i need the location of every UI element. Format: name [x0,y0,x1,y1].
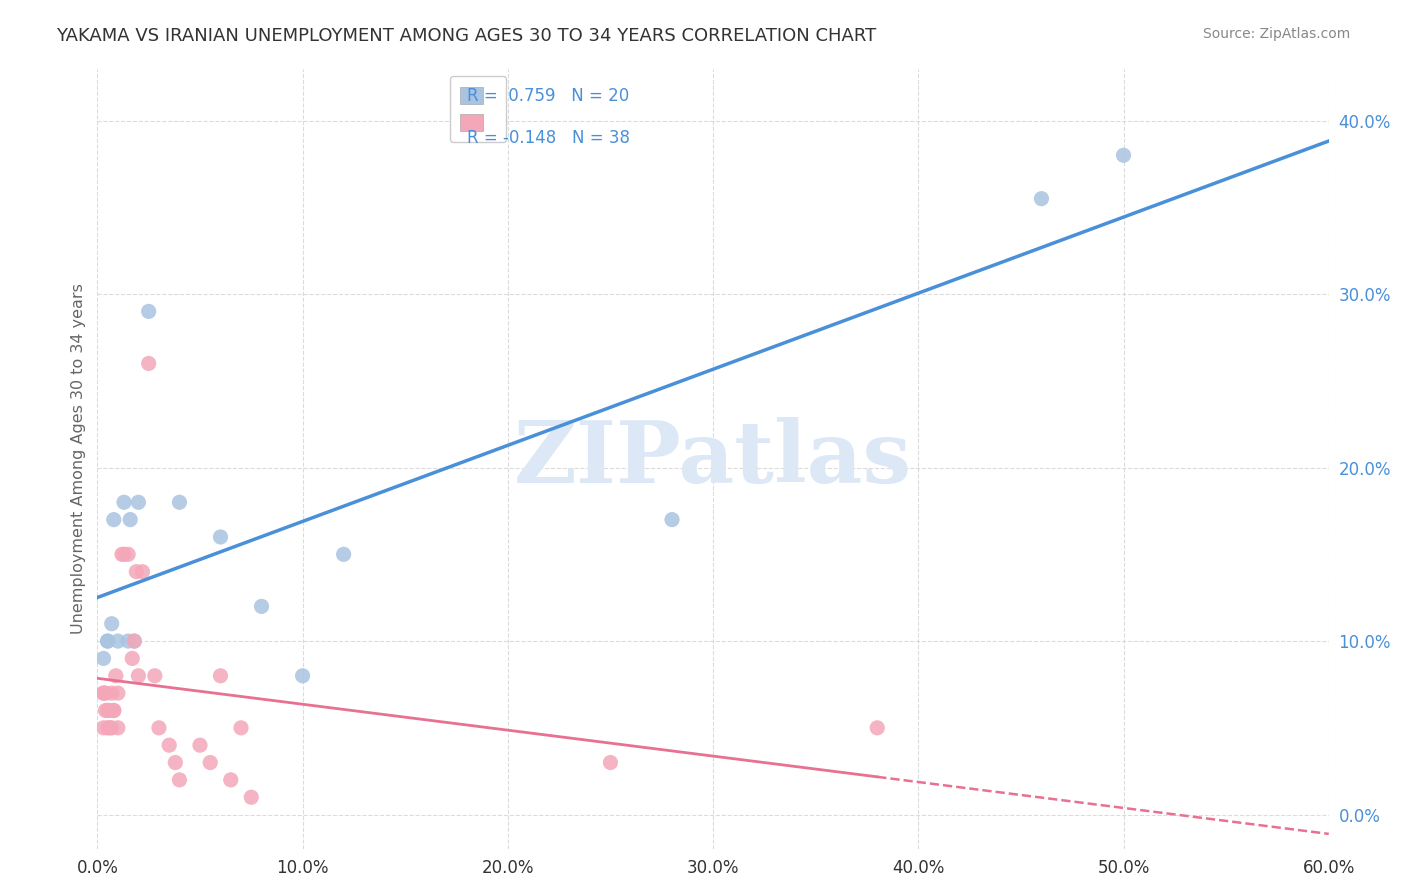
Y-axis label: Unemployment Among Ages 30 to 34 years: Unemployment Among Ages 30 to 34 years [72,284,86,634]
Iranians [100,721,122,735]
Yakama [107,634,129,648]
Yakama [97,634,120,648]
Iranians [94,686,117,700]
Iranians [866,721,889,735]
Iranians [98,721,121,735]
Iranians [103,703,125,717]
Legend: , : , [450,76,506,142]
Iranians [103,703,125,717]
Iranians [157,738,180,752]
Iranians [93,686,115,700]
Yakama [138,304,160,318]
Iranians [97,703,120,717]
Yakama [93,651,115,665]
Iranians [107,721,129,735]
Iranians [143,669,166,683]
Text: R = -0.148   N = 38: R = -0.148 N = 38 [467,128,630,146]
Iranians [98,703,121,717]
Iranians [104,669,127,683]
Yakama [124,634,146,648]
Yakama [117,634,139,648]
Yakama [127,495,149,509]
Text: Source: ZipAtlas.com: Source: ZipAtlas.com [1202,27,1350,41]
Iranians [97,721,120,735]
Yakama [1031,192,1053,206]
Text: ZIPatlas: ZIPatlas [515,417,912,501]
Yakama [120,513,142,527]
Iranians [229,721,252,735]
Yakama [1112,148,1135,162]
Yakama [103,513,125,527]
Iranians [209,669,232,683]
Iranians [148,721,170,735]
Iranians [124,634,146,648]
Iranians [112,547,135,561]
Iranians [111,547,134,561]
Yakama [661,513,683,527]
Iranians [138,356,160,370]
Iranians [219,772,242,787]
Iranians [200,756,222,770]
Yakama [250,599,273,614]
Text: R =  0.759   N = 20: R = 0.759 N = 20 [467,87,628,105]
Iranians [121,651,143,665]
Text: YAKAMA VS IRANIAN UNEMPLOYMENT AMONG AGES 30 TO 34 YEARS CORRELATION CHART: YAKAMA VS IRANIAN UNEMPLOYMENT AMONG AGE… [56,27,876,45]
Iranians [131,565,153,579]
Iranians [107,686,129,700]
Iranians [100,686,122,700]
Iranians [117,547,139,561]
Iranians [169,772,191,787]
Iranians [240,790,263,805]
Yakama [100,616,122,631]
Iranians [94,703,117,717]
Iranians [93,686,115,700]
Iranians [127,669,149,683]
Yakama [291,669,314,683]
Yakama [97,634,120,648]
Iranians [188,738,211,752]
Yakama [112,495,135,509]
Yakama [332,547,354,561]
Iranians [165,756,187,770]
Yakama [169,495,191,509]
Iranians [93,721,115,735]
Yakama [209,530,232,544]
Iranians [599,756,621,770]
Iranians [125,565,148,579]
